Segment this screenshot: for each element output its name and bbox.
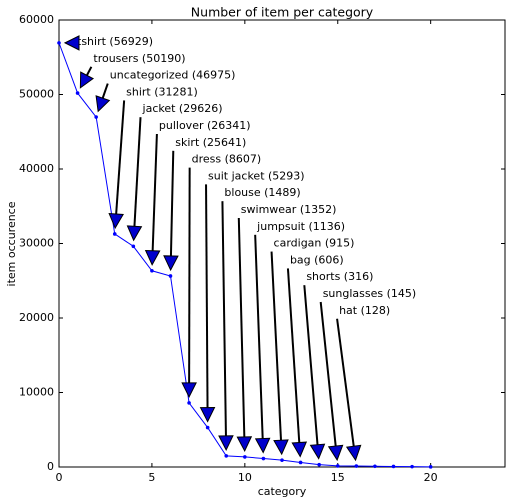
y-tick-label: 10000 <box>19 386 54 399</box>
annotation-label: shorts (316) <box>306 270 373 283</box>
arrow-head <box>218 435 234 452</box>
arrow-head <box>108 212 124 230</box>
data-point <box>205 425 210 430</box>
annotation-arrow <box>303 285 319 445</box>
data-point <box>410 464 414 469</box>
annotation-label: trousers (50190) <box>93 52 185 65</box>
annotation-label: jacket (29626) <box>142 102 223 115</box>
annotation-arrow <box>205 184 209 408</box>
annotation-arrow <box>115 100 126 215</box>
data-line <box>58 42 431 468</box>
x-axis-label: category <box>258 485 307 498</box>
annotation-label: bag (606) <box>290 253 344 266</box>
x-tick-label: 15 <box>331 471 345 484</box>
y-tick-label: 20000 <box>19 311 54 324</box>
annotation-arrow <box>237 217 246 437</box>
annotation-label: shirt (31281) <box>126 85 198 98</box>
annotation-label: sunglasses (145) <box>323 287 417 300</box>
annotation-label: cardigan (915) <box>274 237 355 250</box>
annotation-label: skirt (25641) <box>175 136 246 149</box>
arrow-head <box>79 71 95 89</box>
data-point <box>187 401 191 405</box>
data-point <box>391 464 396 469</box>
data-point <box>373 464 377 469</box>
annotation-label: uncategorized (46975) <box>110 69 236 82</box>
data-point <box>57 41 61 45</box>
arrow-head <box>345 444 362 462</box>
annotation-arrow <box>188 167 191 383</box>
annotation-label: swimwear (1352) <box>241 203 337 216</box>
data-point <box>335 464 340 468</box>
arrow-head <box>327 444 344 462</box>
x-tick-label: 20 <box>424 471 438 484</box>
data-point <box>354 464 359 468</box>
data-point <box>298 460 303 465</box>
annotation-label: jumpsuit (1136) <box>256 220 345 233</box>
annotation-arrow <box>133 117 142 227</box>
arrow-head <box>181 382 197 398</box>
annotation-label: suit jacket (5293) <box>208 169 305 182</box>
annotation-arrow <box>169 150 175 257</box>
arrow-head <box>254 437 271 454</box>
annotation-arrow <box>151 133 158 251</box>
y-tick-label: 0 <box>47 460 54 473</box>
data-point <box>131 244 136 249</box>
arrow-head <box>63 35 80 51</box>
arrow-head <box>273 439 289 456</box>
annotation-arrow <box>101 83 109 99</box>
x-tick-label: 5 <box>148 471 155 484</box>
annotation-arrow <box>85 66 93 76</box>
annotation-label: blouse (1489) <box>224 186 300 199</box>
x-tick-label: 10 <box>238 471 252 484</box>
data-point <box>243 455 247 459</box>
y-tick-label: 40000 <box>19 162 54 175</box>
annotation-arrow <box>319 301 337 447</box>
annotation-arrow <box>336 318 355 447</box>
annotation-label: pullover (26341) <box>159 119 251 132</box>
data-point <box>280 458 284 462</box>
arrow-head <box>144 249 161 266</box>
data-point <box>112 232 117 236</box>
arrow-head <box>291 441 308 458</box>
arrow-head <box>309 443 326 460</box>
chart-title: Number of item per category <box>191 5 374 20</box>
arrow-head <box>163 255 179 272</box>
y-tick-label: 50000 <box>19 88 54 101</box>
data-point <box>150 268 154 273</box>
data-point <box>428 465 433 469</box>
data-point <box>75 91 80 95</box>
y-tick-label: 60000 <box>19 13 54 26</box>
y-axis-label: item occurence <box>5 201 18 286</box>
x-tick-label: 0 <box>56 471 63 484</box>
arrow-head <box>236 436 253 453</box>
data-point <box>224 454 229 458</box>
annotation-label: dress (8607) <box>192 153 262 166</box>
arrow-head <box>199 407 216 423</box>
annotation-arrow <box>221 201 227 436</box>
annotation-arrow <box>286 268 301 443</box>
annotation-arrow <box>254 234 264 439</box>
annotation-arrow <box>270 251 282 441</box>
y-tick-label: 30000 <box>19 237 54 250</box>
data-point <box>261 456 266 461</box>
data-point <box>317 462 321 467</box>
annotation-label: hat (128) <box>339 304 390 317</box>
data-point <box>94 115 98 119</box>
annotation-label: tshirt (56929) <box>77 35 153 48</box>
arrow-head <box>126 225 143 242</box>
arrow-head <box>95 95 111 113</box>
data-point <box>168 274 173 278</box>
